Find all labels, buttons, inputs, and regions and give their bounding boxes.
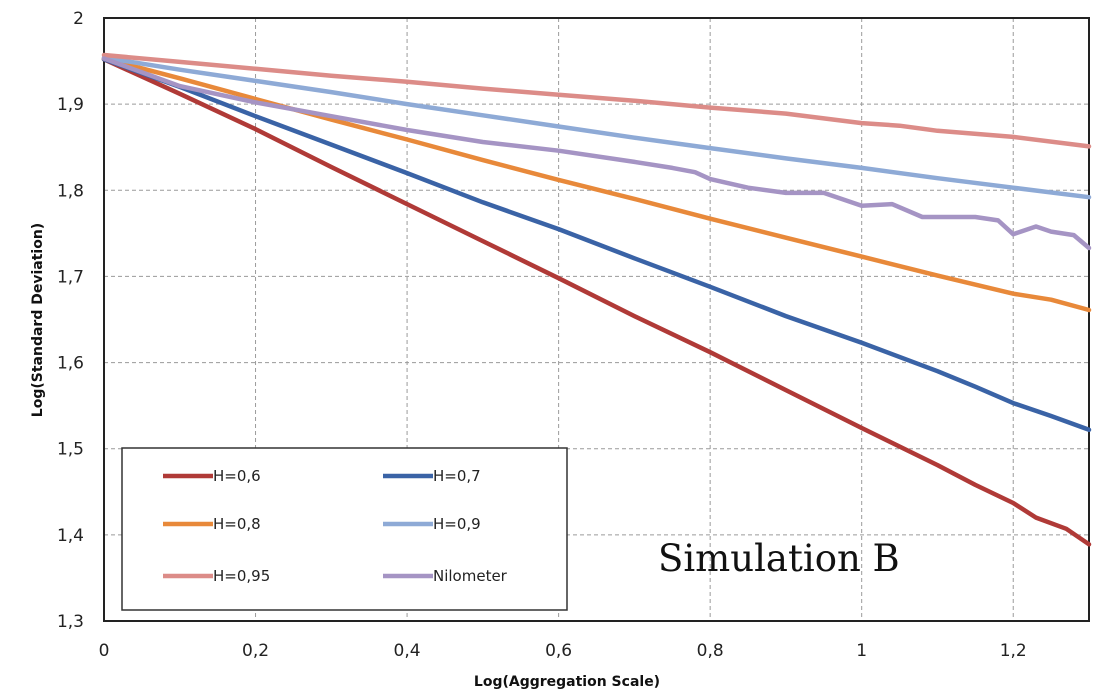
legend-entry: H=0,9 [433, 515, 481, 533]
legend-entry: H=0,7 [433, 467, 481, 485]
x-tick-label: 0,2 [242, 641, 269, 661]
x-axis-title: Log(Aggregation Scale) [474, 674, 660, 690]
y-tick-label: 1,7 [57, 267, 84, 287]
legend-entry: H=0,95 [213, 567, 270, 585]
simulation-label: Simulation B [658, 537, 900, 580]
y-tick-label: 2 [73, 9, 84, 29]
y-tick-label: 1,6 [57, 354, 84, 374]
x-tick-label: 1 [856, 641, 867, 661]
legend: H=0,6 H=0,7 H=0,8 H=0,9 H=0,95 Nilometer [121, 447, 568, 611]
y-tick-label: 1,9 [57, 95, 84, 115]
tick-labels: 0 0,2 0,4 0,6 0,8 1 1,2 1,3 1,4 1,5 1,6 1,7 1,8 1,9 2 [57, 9, 1027, 661]
series-line-4 [101, 52, 1092, 149]
legend-entry: H=0,8 [213, 515, 261, 533]
series-line-1 [101, 57, 1092, 433]
y-tick-label: 1,8 [57, 181, 84, 201]
series-lines [101, 52, 1092, 547]
series-line-0 [101, 57, 1092, 547]
y-axis-title: Log(Standard Deviation) [30, 223, 46, 417]
series-line-3 [101, 55, 1092, 200]
x-tick-label: 0 [99, 641, 110, 661]
legend-entry: H=0,6 [213, 467, 261, 485]
x-tick-label: 0,4 [394, 641, 421, 661]
y-tick-label: 1,3 [57, 612, 84, 632]
x-tick-label: 1,2 [1000, 641, 1027, 661]
x-tick-label: 0,8 [697, 641, 724, 661]
series-line-5 [101, 56, 1092, 251]
legend-entry: Nilometer [433, 567, 508, 585]
y-tick-label: 1,5 [57, 440, 84, 460]
y-tick-label: 1,4 [57, 526, 84, 546]
plot-area-frame [103, 17, 1090, 622]
legend-box [121, 447, 568, 611]
x-tick-label: 0,6 [545, 641, 572, 661]
